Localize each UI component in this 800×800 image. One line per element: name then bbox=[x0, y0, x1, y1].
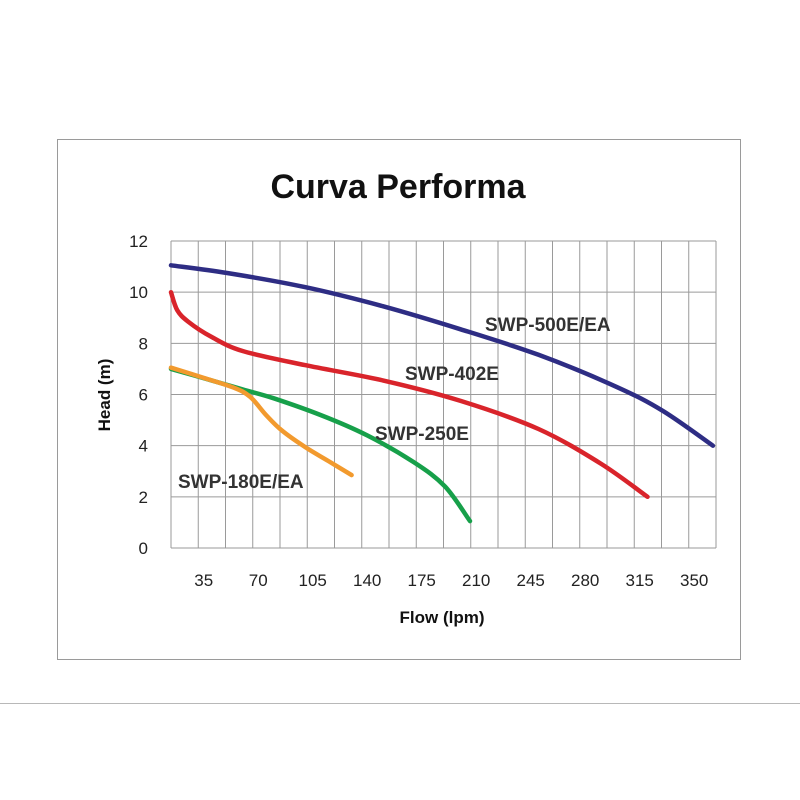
x-tick-label: 350 bbox=[680, 571, 708, 590]
x-tick-label: 35 bbox=[194, 571, 213, 590]
x-tick-label: 175 bbox=[408, 571, 436, 590]
tick-labels: 0 2 4 6 8 10 12 35 70 105 140 175 210 245 280 315 350 bbox=[129, 232, 708, 590]
series-labels: SWP-500E/EA SWP-402E SWP-250E SWP-180E/EA bbox=[178, 315, 611, 493]
page-divider bbox=[0, 703, 800, 704]
chart-title: Curva Performa bbox=[270, 168, 526, 206]
x-tick-label: 210 bbox=[462, 571, 490, 590]
series-label-swp-250e: SWP-250E bbox=[375, 424, 469, 445]
series-label-swp-500e-ea: SWP-500E/EA bbox=[485, 315, 611, 336]
series-lines bbox=[168, 263, 716, 524]
x-tick-label: 315 bbox=[626, 571, 654, 590]
y-tick-label: 10 bbox=[129, 283, 148, 302]
series-label-swp-180e-ea: SWP-180E/EA bbox=[178, 472, 304, 493]
y-tick-label: 2 bbox=[139, 488, 148, 507]
y-tick-label: 8 bbox=[139, 334, 148, 353]
y-tick-label: 6 bbox=[139, 386, 148, 405]
series-line-swp-180e-ea bbox=[168, 365, 354, 478]
y-axis-label: Head (m) bbox=[95, 359, 114, 432]
x-axis-label: Flow (lpm) bbox=[400, 608, 485, 627]
y-tick-label: 0 bbox=[139, 539, 148, 558]
series-label-swp-402e: SWP-402E bbox=[405, 364, 499, 385]
y-tick-label: 4 bbox=[139, 437, 148, 456]
x-tick-label: 105 bbox=[299, 571, 327, 590]
x-tick-label: 140 bbox=[353, 571, 381, 590]
x-tick-label: 280 bbox=[571, 571, 599, 590]
series-line-swp-402e bbox=[168, 289, 650, 500]
grid bbox=[170, 240, 717, 549]
x-tick-label: 245 bbox=[517, 571, 545, 590]
y-tick-label: 12 bbox=[129, 232, 148, 251]
x-tick-label: 70 bbox=[249, 571, 268, 590]
series-line-swp-500e-ea bbox=[168, 263, 716, 448]
